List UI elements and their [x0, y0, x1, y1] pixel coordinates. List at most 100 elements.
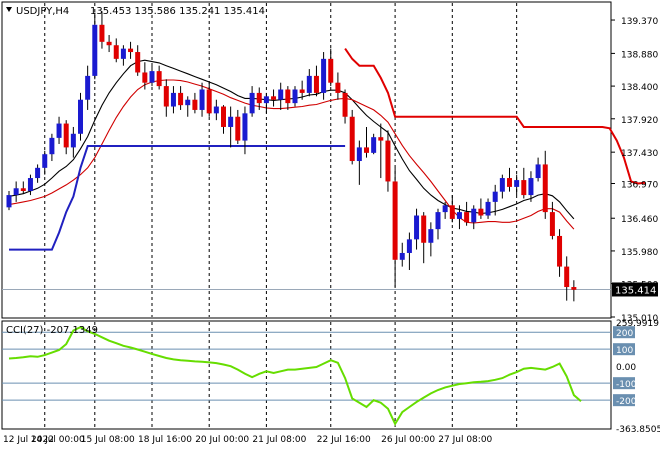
candle: [6, 190, 12, 211]
header-info: USDJPY,H4 135.453 135.586 135.241 135.41…: [6, 6, 265, 17]
candle-body-bear: [20, 188, 26, 191]
candle-body-bull: [242, 113, 248, 141]
candle-body-bear: [521, 180, 527, 196]
candle: [557, 229, 563, 277]
candle: [514, 174, 520, 196]
candle: [456, 205, 462, 230]
candle-body-bear: [178, 92, 184, 106]
price-tick-label: 138.880: [621, 50, 658, 60]
candle-body-bull: [499, 178, 505, 192]
time-tick-label: 18 Jul 16:00: [138, 435, 192, 445]
candle-body-bear: [192, 99, 198, 110]
candle-body-bull: [321, 58, 327, 93]
candle-body-bear: [99, 24, 105, 42]
candle: [163, 79, 169, 117]
candle: [564, 256, 570, 301]
candle-body-bull: [199, 89, 205, 110]
candle-body-bull: [49, 137, 55, 155]
candle-body-bull: [56, 123, 62, 138]
indicator-line-stop-down: [344, 48, 646, 185]
candle: [313, 65, 319, 97]
candle: [271, 89, 277, 107]
candle-body-bull: [6, 195, 12, 208]
candle-body-bear: [392, 181, 398, 260]
candle: [206, 82, 212, 117]
price-axis: 139.370 138.880 138.400 137.920 137.430 136.9…: [611, 17, 658, 324]
candle-body-bull: [371, 137, 377, 153]
main-plot-frame: [1, 1, 612, 319]
candle: [113, 38, 119, 63]
candle-body-bull: [535, 164, 541, 179]
candle: [299, 80, 305, 100]
candle: [192, 92, 198, 114]
candle-body-bear: [328, 58, 334, 83]
candle-body-bull: [456, 212, 462, 219]
candle: [428, 222, 434, 257]
candle: [385, 130, 391, 192]
candle: [442, 201, 448, 219]
current-price-badge: 135.414: [612, 282, 658, 297]
main-panel: 139.370 138.880 138.400 137.920 137.430 136.9…: [1, 1, 658, 324]
candle: [485, 198, 491, 219]
candle-body-bear: [313, 75, 319, 93]
candle: [292, 86, 298, 107]
candle-body-bull: [13, 188, 19, 196]
cci-title: CCI(27) -207.1349: [6, 325, 98, 336]
candle-body-bull: [492, 191, 498, 202]
price-tick-label: 136.970: [621, 180, 658, 190]
candle: [378, 123, 384, 179]
cci-level-lines: [2, 331, 611, 401]
candle-body-bear: [221, 106, 226, 127]
candle: [471, 205, 477, 230]
candle-body-bear: [349, 116, 355, 162]
candle-body-bull: [514, 180, 520, 187]
price-tick-label: 139.370: [621, 17, 658, 27]
candle: [549, 201, 555, 240]
collapse-triangle-icon[interactable]: [6, 7, 12, 12]
candle-body-bull: [406, 239, 412, 253]
candle: [135, 45, 141, 76]
cci-tick-label: -100: [616, 380, 637, 390]
candle-body-bear: [142, 72, 148, 83]
candle: [542, 150, 548, 219]
candle-body-bear: [478, 208, 484, 216]
candle-body-bear: [271, 96, 277, 100]
symbol-label: USDJPY,H4: [16, 6, 69, 17]
candle: [56, 116, 62, 144]
candle-body-bull: [414, 215, 420, 240]
candle: [178, 86, 184, 110]
candle: [92, 12, 98, 80]
candle: [85, 65, 91, 110]
candle: [242, 106, 248, 155]
cci-series: [8, 325, 582, 427]
candle: [235, 109, 241, 144]
candle: [349, 109, 355, 165]
candle-body-bear: [449, 205, 455, 219]
candle-body-bull: [35, 167, 41, 179]
candle: [535, 157, 541, 182]
candle-body-bear: [63, 123, 69, 148]
candle-body-bull: [27, 178, 33, 191]
candle: [435, 208, 441, 240]
price-badge-background: [612, 282, 658, 297]
time-tick-label: 22 Jul 16:00: [317, 435, 371, 445]
candle: [371, 133, 377, 155]
candle-body-bear: [163, 86, 169, 107]
candle: [406, 232, 412, 271]
candle-body-bull: [399, 252, 405, 260]
candle: [263, 92, 269, 114]
candle-body-bull: [92, 24, 98, 76]
candle-body-bear: [557, 235, 563, 267]
candle: [464, 201, 470, 226]
candle-body-bull: [306, 75, 312, 93]
candle: [414, 208, 420, 250]
indicator-line-ma-slow: [8, 79, 575, 230]
cci-plot-frame: [1, 320, 612, 430]
candle-body-bull: [263, 96, 269, 104]
candle-body-bull: [78, 99, 83, 134]
candle: [321, 52, 327, 100]
candle-body-bull: [278, 89, 284, 100]
candle-body-bull: [228, 116, 234, 127]
